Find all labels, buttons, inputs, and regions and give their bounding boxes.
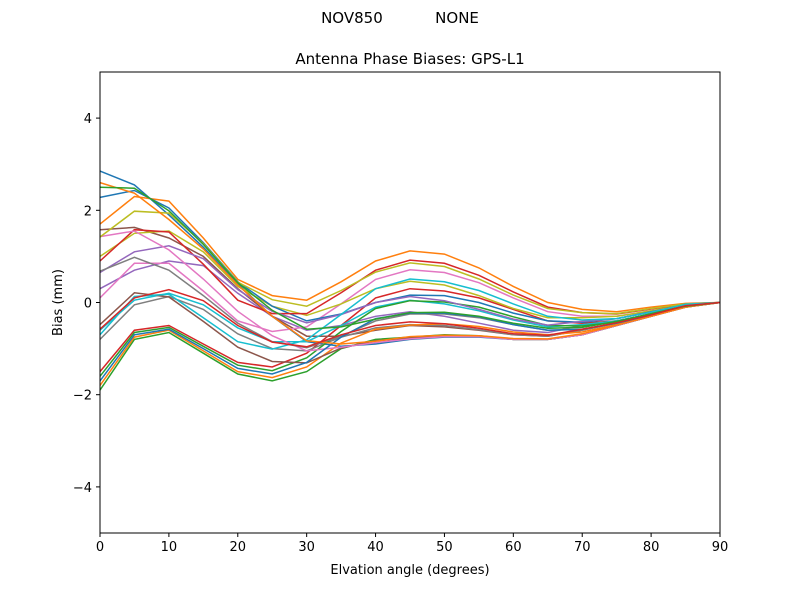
y-tick-label: 0 — [84, 297, 92, 312]
series-line-2 — [99, 195, 721, 313]
chart-title: Antenna Phase Biases: GPS-L1 — [295, 50, 524, 68]
series-lines — [99, 170, 721, 391]
x-tick-label: 10 — [161, 540, 178, 555]
y-tick-label: 2 — [84, 204, 92, 219]
x-tick-label: 80 — [643, 540, 660, 555]
series-line-20 — [99, 278, 721, 350]
series-line-16 — [99, 292, 721, 364]
series-line-3 — [99, 301, 721, 391]
series-line-24 — [99, 288, 721, 348]
series-line-11 — [99, 189, 721, 324]
x-tick-label: 90 — [712, 540, 729, 555]
axes-frame — [99, 71, 721, 534]
y-tick-label: −4 — [73, 481, 92, 496]
x-tick-label: 40 — [367, 540, 384, 555]
x-axis-label: Elvation angle (degrees) — [330, 563, 489, 578]
series-line-22 — [99, 181, 721, 345]
axis-ticks: 0 10 20 30 40 50 60 70 80 90 −4 −2 0 2 4 — [73, 112, 728, 555]
x-tick-label: 0 — [96, 540, 104, 555]
series-line-17 — [99, 230, 721, 352]
y-tick-label: 4 — [84, 112, 92, 127]
x-tick-label: 60 — [505, 540, 522, 555]
x-tick-label: 30 — [298, 540, 315, 555]
x-tick-label: 70 — [574, 540, 591, 555]
series-line-9 — [99, 230, 721, 319]
y-tick-label: −2 — [73, 389, 92, 404]
series-line-23 — [99, 186, 721, 330]
x-tick-label: 20 — [230, 540, 247, 555]
figure-suptitle: NOV850 NONE — [321, 9, 479, 27]
y-axis-label: Bias (mm) — [51, 269, 66, 336]
x-tick-label: 50 — [436, 540, 453, 555]
